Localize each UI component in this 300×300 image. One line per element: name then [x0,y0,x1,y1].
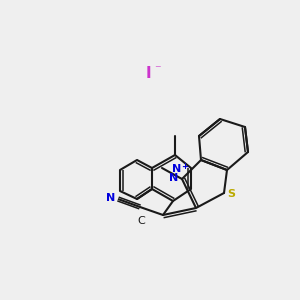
Text: C: C [137,216,145,226]
Text: N: N [169,173,178,183]
Text: N: N [106,193,115,203]
Text: +: + [182,162,188,171]
Text: ⁻: ⁻ [154,64,160,76]
Text: S: S [227,189,235,199]
Text: I: I [145,65,151,80]
Text: N: N [172,164,182,174]
